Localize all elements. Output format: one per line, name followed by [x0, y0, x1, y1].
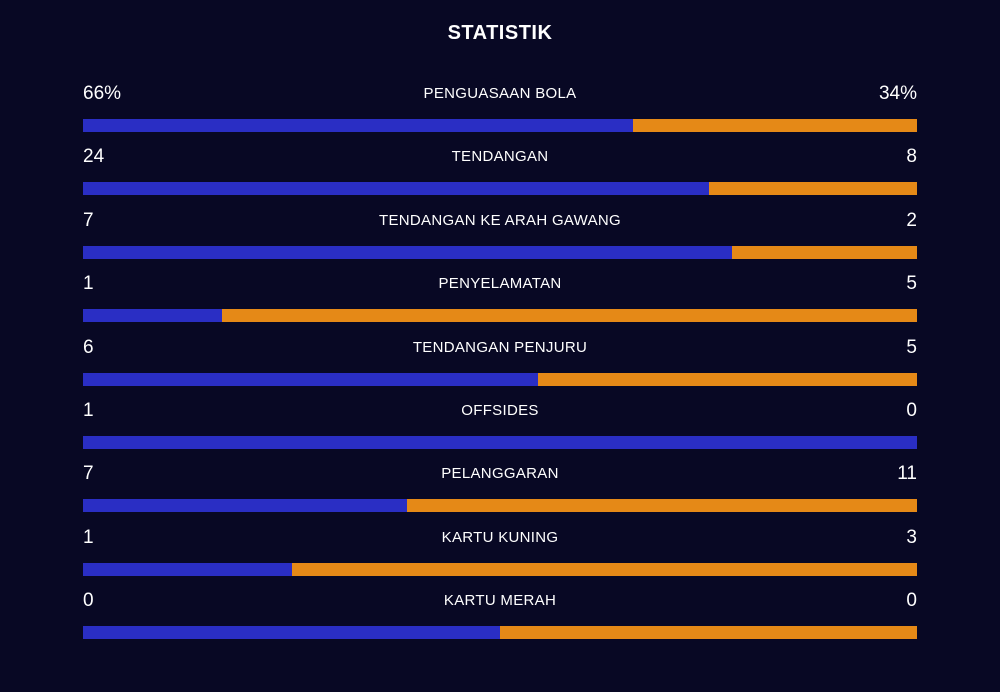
stat-row-shots-on-target: 7 TENDANGAN KE ARAH GAWANG 2 — [83, 207, 917, 270]
away-bar-segment — [708, 182, 917, 196]
stat-row-possession: 66% PENGUASAAN BOLA 34% — [83, 80, 917, 143]
stat-label: OFFSIDES — [461, 401, 539, 419]
away-bar-segment — [633, 119, 917, 132]
home-bar-segment — [83, 182, 709, 196]
stat-row-offsides: 1 OFFSIDES 0 — [83, 397, 917, 460]
home-bar-segment — [83, 499, 408, 513]
stat-label: TENDANGAN KE ARAH GAWANG — [379, 211, 621, 229]
comparison-bar — [83, 182, 917, 196]
stat-rows: 66% PENGUASAAN BOLA 34% 24 TENDANGAN 8 — [83, 80, 917, 651]
away-value: 3 — [906, 526, 917, 548]
comparison-bar — [83, 562, 917, 576]
stat-label: PELANGGARAN — [441, 465, 559, 483]
stat-label: KARTU KUNING — [441, 528, 559, 546]
stat-label: TENDANGAN PENJURU — [412, 338, 588, 356]
home-bar-segment — [83, 562, 292, 576]
home-bar-segment — [83, 245, 732, 259]
home-value: 7 — [83, 463, 94, 485]
home-bar-segment — [83, 119, 634, 132]
stat-row-fouls: 7 PELANGGARAN 11 — [83, 460, 917, 523]
home-value: 24 — [83, 146, 105, 168]
panel-title: STATISTIK — [447, 22, 553, 44]
away-bar-segment — [537, 372, 917, 386]
comparison-bar — [83, 435, 917, 449]
home-bar-segment — [83, 309, 222, 323]
home-bar-segment — [83, 435, 917, 449]
home-value: 1 — [83, 399, 94, 421]
comparison-bar — [83, 626, 917, 640]
away-bar-segment — [291, 562, 917, 576]
stat-row-red-cards: 0 KARTU MERAH 0 — [83, 587, 917, 650]
comparison-bar — [83, 245, 917, 259]
comparison-bar — [83, 499, 917, 513]
away-value: 34% — [878, 83, 917, 104]
comparison-bar — [83, 119, 917, 132]
away-value: 8 — [906, 146, 917, 168]
home-bar-segment — [83, 372, 538, 386]
stat-label: TENDANGAN — [451, 148, 549, 166]
stat-row-saves: 1 PENYELAMATAN 5 — [83, 270, 917, 333]
home-value: 66% — [83, 83, 122, 104]
away-bar-segment — [500, 626, 917, 640]
home-value: 7 — [83, 209, 94, 231]
home-bar-segment — [83, 626, 500, 640]
stat-label: KARTU MERAH — [443, 592, 557, 610]
away-value: 0 — [906, 399, 917, 421]
stat-label: PENYELAMATAN — [438, 275, 562, 293]
away-value: 5 — [906, 336, 917, 358]
stat-row-corners: 6 TENDANGAN PENJURU 5 — [83, 334, 917, 397]
home-value: 0 — [83, 590, 94, 612]
home-value: 1 — [83, 273, 94, 295]
away-bar-segment — [407, 499, 917, 513]
away-bar-segment — [221, 309, 917, 323]
home-value: 1 — [83, 526, 94, 548]
stat-row-shots: 24 TENDANGAN 8 — [83, 143, 917, 206]
stat-label: PENGUASAAN BOLA — [423, 85, 577, 102]
comparison-bar — [83, 372, 917, 386]
away-value: 2 — [906, 209, 917, 231]
away-value: 11 — [897, 463, 917, 485]
stat-row-yellow-cards: 1 KARTU KUNING 3 — [83, 524, 917, 587]
away-bar-segment — [731, 245, 917, 259]
home-value: 6 — [83, 336, 94, 358]
away-value: 5 — [906, 273, 917, 295]
away-value: 0 — [906, 590, 917, 612]
comparison-bar — [83, 309, 917, 323]
